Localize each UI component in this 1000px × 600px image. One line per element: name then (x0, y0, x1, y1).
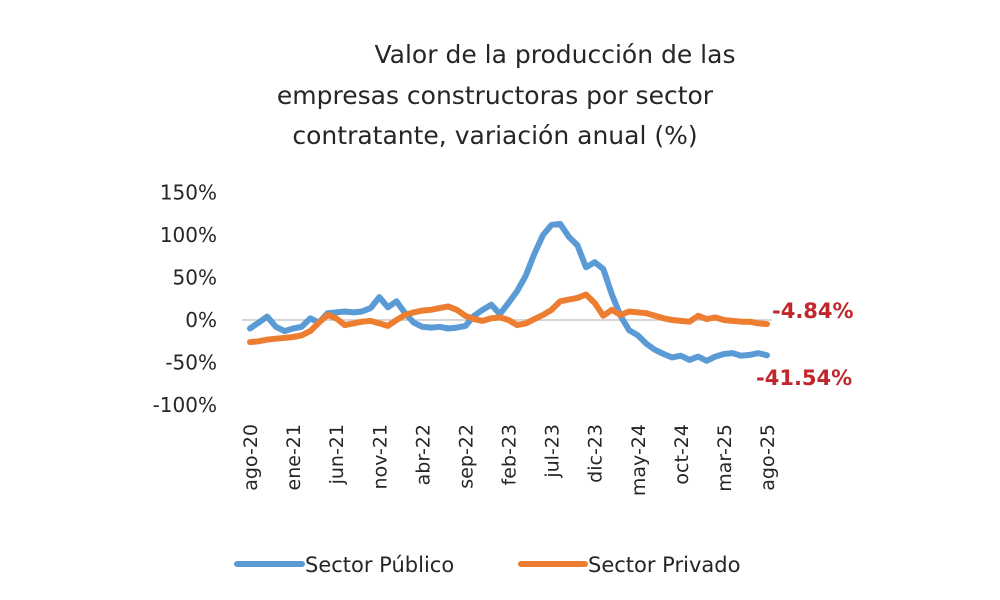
data-point-sector-publico (463, 324, 467, 328)
data-point-sector-publico (377, 295, 381, 299)
data-point-sector-publico (662, 352, 666, 356)
data-point-sector-publico (722, 352, 726, 356)
data-point-sector-publico (636, 333, 640, 337)
end-label-sector-publico: -41.54% (756, 366, 852, 390)
title-line-3: contratante, variación anual (%) (292, 121, 697, 150)
data-point-sector-publico (610, 293, 614, 297)
data-point-sector-publico (515, 289, 519, 293)
data-point-sector-publico (679, 354, 683, 358)
data-point-sector-publico (334, 310, 338, 314)
data-point-sector-publico (507, 301, 511, 305)
data-point-sector-publico (696, 355, 700, 359)
data-point-sector-publico (739, 354, 743, 358)
data-point-sector-publico (308, 316, 312, 320)
data-point-sector-publico (446, 327, 450, 331)
data-point-sector-publico (412, 321, 416, 325)
y-tick-label: -50% (165, 351, 217, 375)
data-point-sector-publico (369, 306, 373, 310)
data-point-sector-publico (584, 265, 588, 269)
series-layer (247, 220, 770, 364)
data-point-sector-publico (705, 359, 709, 363)
data-point-sector-publico (748, 353, 752, 357)
y-tick-label: 50% (173, 266, 217, 290)
x-tick-label: jun-21 (326, 424, 348, 485)
x-tick-label: ene-21 (283, 424, 305, 490)
x-tick-label: sep-22 (455, 424, 477, 489)
x-tick-label: mar-25 (714, 424, 736, 492)
title-line-1: Valor de la producción de las (375, 40, 736, 69)
x-tick-label: may-24 (628, 424, 650, 496)
data-point-sector-publico (567, 235, 571, 239)
data-point-sector-publico (558, 222, 562, 226)
series-line-sector-publico (247, 220, 770, 364)
data-point-sector-publico (627, 328, 631, 332)
data-point-sector-publico (688, 358, 692, 362)
data-point-sector-publico (575, 243, 579, 247)
data-point-sector-publico (351, 310, 355, 314)
y-tick-label: 150% (160, 181, 217, 205)
data-point-sector-publico (731, 351, 735, 355)
y-tick-label: 100% (160, 223, 217, 247)
legend-label-sector-publico: Sector Público (305, 553, 454, 577)
data-point-sector-publico (420, 325, 424, 329)
legend: Sector Público Sector Privado (234, 553, 740, 577)
x-tick-label: ago-20 (240, 424, 262, 491)
x-tick-label: jul-23 (542, 424, 564, 479)
end-labels: -4.84% -41.54% (756, 299, 854, 390)
x-axis: ago-20 ene-21 jun-21 nov-21 abr-22 sep-22 feb-… (240, 424, 779, 496)
legend-item-sector-publico[interactable]: Sector Público (234, 553, 454, 577)
legend-item-sector-privado[interactable]: Sector Privado (518, 553, 740, 577)
y-tick-label: -100% (153, 393, 217, 417)
chart-title: Valor de la producción de las empresas c… (277, 40, 736, 150)
x-tick-label: nov-21 (369, 424, 391, 489)
data-point-sector-publico (455, 326, 459, 330)
data-point-sector-publico (550, 223, 554, 227)
data-point-sector-publico (670, 355, 674, 359)
legend-label-sector-privado: Sector Privado (588, 553, 740, 577)
data-point-sector-publico (265, 315, 269, 319)
x-tick-label: oct-24 (671, 424, 693, 485)
data-point-sector-publico (541, 233, 545, 237)
data-point-sector-publico (360, 310, 364, 314)
data-point-sector-publico (395, 299, 399, 303)
data-point-sector-publico (300, 325, 304, 329)
data-point-sector-publico (386, 305, 390, 309)
data-point-sector-publico (489, 303, 493, 307)
data-point-sector-publico (532, 252, 536, 256)
x-tick-label: feb-23 (499, 424, 521, 485)
series-line-sector-privado (247, 291, 770, 346)
data-point-sector-publico (438, 325, 442, 329)
data-point-sector-publico (601, 267, 605, 271)
data-point-sector-publico (644, 342, 648, 346)
data-point-sector-publico (343, 310, 347, 314)
data-point-sector-publico (248, 327, 252, 331)
data-point-sector-publico (524, 274, 528, 278)
data-point-sector-publico (713, 355, 717, 359)
data-point-sector-publico (429, 326, 433, 330)
data-point-sector-publico (756, 351, 760, 355)
data-point-sector-publico (653, 348, 657, 352)
data-point-sector-publico (257, 321, 261, 325)
data-point-sector-publico (283, 329, 287, 333)
y-tick-label: 0% (185, 308, 217, 332)
data-point-sector-publico (274, 325, 278, 329)
x-tick-label: dic-23 (585, 424, 607, 483)
data-point-sector-publico (593, 260, 597, 264)
x-tick-label: ago-25 (757, 424, 779, 491)
data-point-sector-publico (481, 308, 485, 312)
end-label-sector-privado: -4.84% (772, 299, 854, 323)
data-point-sector-publico (291, 327, 295, 331)
y-axis: 150% 100% 50% 0% -50% -100% (153, 181, 217, 418)
x-tick-label: abr-22 (412, 424, 434, 485)
data-point-sector-publico (765, 353, 769, 357)
title-line-2: empresas constructoras por sector (277, 81, 714, 110)
